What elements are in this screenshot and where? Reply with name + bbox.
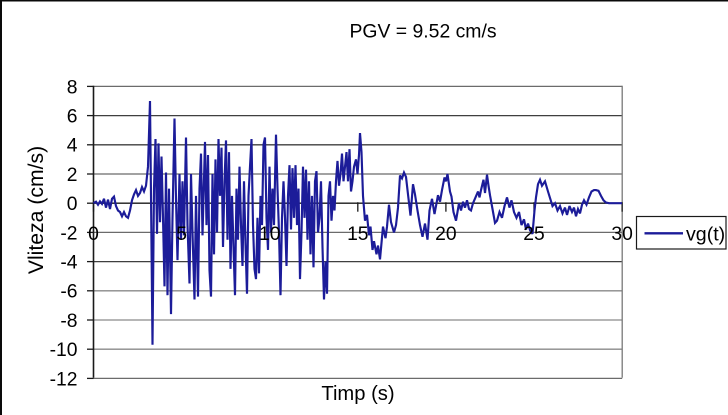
svg-text:Vliteza (cm/s): Vliteza (cm/s) [25,146,48,274]
svg-text:Timp (s): Timp (s) [321,383,394,405]
svg-text:20: 20 [435,224,456,245]
svg-text:-6: -6 [60,282,77,303]
svg-text:2: 2 [67,165,78,186]
svg-text:-8: -8 [60,311,77,332]
svg-text:-2: -2 [60,223,77,244]
svg-text:15: 15 [347,224,368,245]
svg-text:-10: -10 [50,340,78,361]
svg-text:10: 10 [259,224,280,245]
svg-text:25: 25 [523,224,544,245]
svg-text:-12: -12 [50,369,78,390]
svg-text:-4: -4 [60,253,77,274]
svg-text:8: 8 [67,77,78,98]
svg-text:0: 0 [67,194,78,215]
svg-text:vg(t): vg(t) [686,223,725,245]
svg-text:PGV = 9.52 cm/s: PGV = 9.52 cm/s [349,21,496,43]
svg-text:4: 4 [67,136,78,157]
svg-text:0: 0 [88,224,99,245]
svg-text:5: 5 [176,224,187,245]
svg-text:6: 6 [67,107,78,128]
svg-text:30: 30 [611,224,632,245]
